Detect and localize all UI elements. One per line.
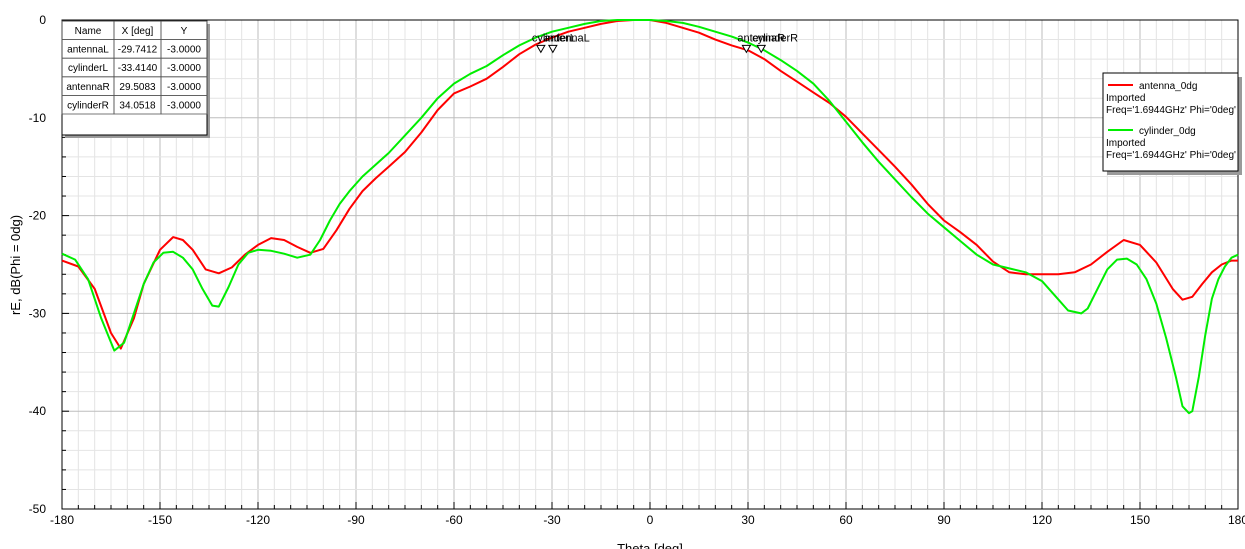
x-axis-title: Theta [deg]: [617, 541, 683, 549]
table-cell-border: [160, 95, 208, 115]
y-axis-title: rE, dB(Phi = 0dg): [8, 215, 23, 315]
y-tick-label: -10: [29, 111, 47, 125]
x-tick-label: 90: [937, 513, 951, 527]
marker-label-antennaL: antennaL: [544, 32, 590, 44]
marker-cylinderL-icon: [535, 44, 546, 54]
legend-frame: [1102, 72, 1239, 172]
x-tick-label: -180: [50, 513, 74, 527]
marker-antennaL-icon: [547, 44, 558, 54]
x-tick-label: -60: [445, 513, 463, 527]
marker-label-antennaR: antennaR: [737, 32, 785, 44]
x-tick-label: 0: [647, 513, 654, 527]
series-layer: [61, 19, 1239, 415]
table-cell: antennaL: [67, 45, 109, 56]
table-cell: 34.0518: [119, 100, 156, 111]
table-cell: -3.0000: [167, 63, 201, 74]
table-header-cell: X [deg]: [122, 26, 154, 37]
y-tick-label: -20: [29, 209, 47, 223]
legend-label-antenna_0dg: antenna_0dg: [1139, 81, 1197, 92]
x-tick-label: -120: [246, 513, 270, 527]
table-cell: -3.0000: [167, 82, 201, 93]
table-frame: [61, 20, 208, 136]
table-cell: 29.5083: [119, 82, 156, 93]
x-tick-label: 60: [839, 513, 853, 527]
x-tick-label: 150: [1130, 513, 1150, 527]
legend-detail: Imported: [1106, 93, 1145, 104]
x-tick-label: -90: [347, 513, 365, 527]
table-header-cell: Y: [181, 26, 188, 37]
legend-detail: Imported: [1106, 138, 1145, 149]
legend-detail: Freq='1.6944GHz' Phi='0deg': [1106, 150, 1236, 161]
y-tick-label: -30: [29, 306, 47, 320]
table-cell: -3.0000: [167, 45, 201, 56]
series-line-cylinder_0dg: [61, 19, 1239, 415]
marker-antennaR-icon: [741, 44, 752, 54]
table-cell: cylinderL: [68, 63, 108, 74]
y-tick-label: 0: [39, 13, 46, 27]
x-tick-label: 180: [1228, 513, 1245, 527]
table-cell: -29.7412: [118, 45, 158, 56]
table-cell: antennaR: [66, 82, 109, 93]
x-tick-label: 30: [741, 513, 755, 527]
marker-cylinderR-icon: [756, 44, 767, 54]
x-tick-label: 120: [1032, 513, 1052, 527]
marker-label-cylinderL: cylinderL: [532, 32, 576, 44]
x-tick-label: -30: [543, 513, 561, 527]
y-tick-label: -50: [29, 502, 47, 516]
marker-label-cylinderR: cylinderR: [752, 32, 798, 44]
table-cell: -33.4140: [118, 63, 158, 74]
x-tick-label: -150: [148, 513, 172, 527]
legend-label-cylinder_0dg: cylinder_0dg: [1139, 126, 1196, 137]
table-header-cell: Name: [75, 26, 102, 37]
table-cell: -3.0000: [167, 100, 201, 111]
legend-detail: Freq='1.6944GHz' Phi='0deg': [1106, 105, 1236, 116]
axes: -180 -150 -120 -90 -60 -30 0 30 60 90 120 150 180 0 -1…: [29, 13, 1245, 527]
table-cell: cylinderR: [67, 100, 109, 111]
y-tick-label: -40: [29, 404, 47, 418]
